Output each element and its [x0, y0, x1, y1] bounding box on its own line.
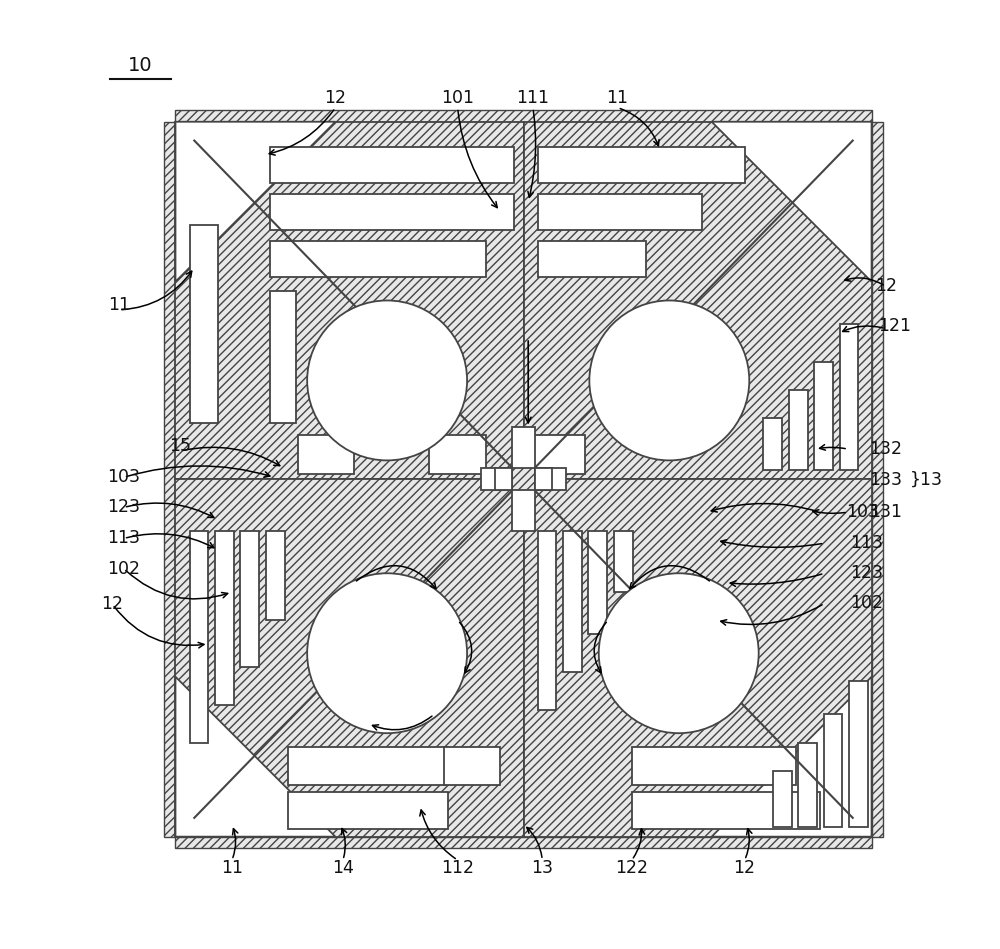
Bar	[266, 530, 285, 621]
Bar	[840, 324, 858, 470]
Bar	[533, 435, 585, 474]
Polygon shape	[175, 677, 335, 837]
Text: 102: 102	[107, 560, 140, 578]
Bar	[270, 291, 296, 422]
Text: 132: 132	[869, 440, 902, 458]
Bar	[538, 195, 702, 230]
Bar	[538, 241, 646, 277]
Bar	[288, 791, 448, 829]
Text: 12: 12	[875, 277, 897, 295]
Bar	[535, 468, 552, 491]
Bar	[270, 147, 514, 183]
Text: 11: 11	[108, 296, 130, 314]
Bar	[538, 530, 556, 710]
Text: 15: 15	[169, 437, 191, 456]
Bar	[288, 747, 448, 785]
Circle shape	[307, 301, 467, 460]
Text: 103: 103	[107, 468, 140, 486]
Bar	[773, 771, 792, 828]
Bar	[444, 747, 500, 785]
Text: 122: 122	[615, 859, 648, 877]
Text: 113: 113	[107, 530, 140, 548]
Polygon shape	[712, 677, 872, 837]
Bar	[798, 742, 817, 828]
Bar	[814, 362, 833, 470]
Bar	[824, 715, 842, 828]
Circle shape	[589, 301, 749, 460]
Circle shape	[307, 573, 467, 734]
Text: 101: 101	[441, 89, 474, 107]
Bar	[538, 147, 745, 183]
Bar	[495, 468, 512, 491]
Text: 113: 113	[850, 534, 883, 552]
Text: 123: 123	[850, 565, 883, 583]
Bar	[175, 121, 872, 837]
Bar	[481, 468, 566, 491]
Bar	[872, 121, 883, 837]
Bar	[175, 121, 524, 479]
Text: 112: 112	[441, 859, 474, 877]
Text: 103: 103	[846, 503, 879, 521]
Bar	[789, 390, 808, 470]
Bar	[849, 681, 868, 828]
Text: 12: 12	[734, 859, 756, 877]
Circle shape	[599, 573, 759, 734]
Text: 13: 13	[531, 859, 553, 877]
Bar	[190, 225, 218, 422]
Polygon shape	[175, 121, 335, 282]
Text: 12: 12	[101, 595, 123, 613]
Bar	[240, 530, 259, 667]
Text: 102: 102	[850, 594, 883, 612]
Bar	[512, 427, 535, 530]
Text: 131: 131	[869, 503, 902, 521]
Text: 133: 133	[869, 471, 902, 489]
Bar	[563, 530, 582, 672]
Bar	[190, 530, 208, 742]
Text: 121: 121	[879, 317, 912, 335]
Bar	[175, 110, 872, 121]
Text: 10: 10	[128, 56, 153, 75]
Bar	[270, 241, 486, 277]
Bar	[175, 837, 872, 848]
Text: 14: 14	[332, 859, 354, 877]
Text: 11: 11	[607, 89, 629, 107]
Text: 123: 123	[107, 498, 140, 516]
Bar	[298, 435, 354, 474]
Polygon shape	[712, 121, 872, 282]
Text: 111: 111	[516, 89, 549, 107]
Bar	[429, 435, 486, 474]
Bar	[524, 479, 872, 837]
Bar	[270, 195, 514, 230]
Bar	[175, 479, 524, 837]
Bar	[632, 791, 820, 829]
Bar	[588, 530, 607, 635]
Bar	[524, 121, 872, 479]
Bar	[614, 530, 633, 592]
Bar	[512, 468, 535, 491]
Text: 12: 12	[324, 89, 346, 107]
Text: }13: }13	[910, 471, 943, 489]
Bar	[215, 530, 234, 705]
Bar	[632, 747, 796, 785]
Text: 11: 11	[221, 859, 243, 877]
Bar	[763, 419, 782, 470]
Bar	[164, 121, 175, 837]
